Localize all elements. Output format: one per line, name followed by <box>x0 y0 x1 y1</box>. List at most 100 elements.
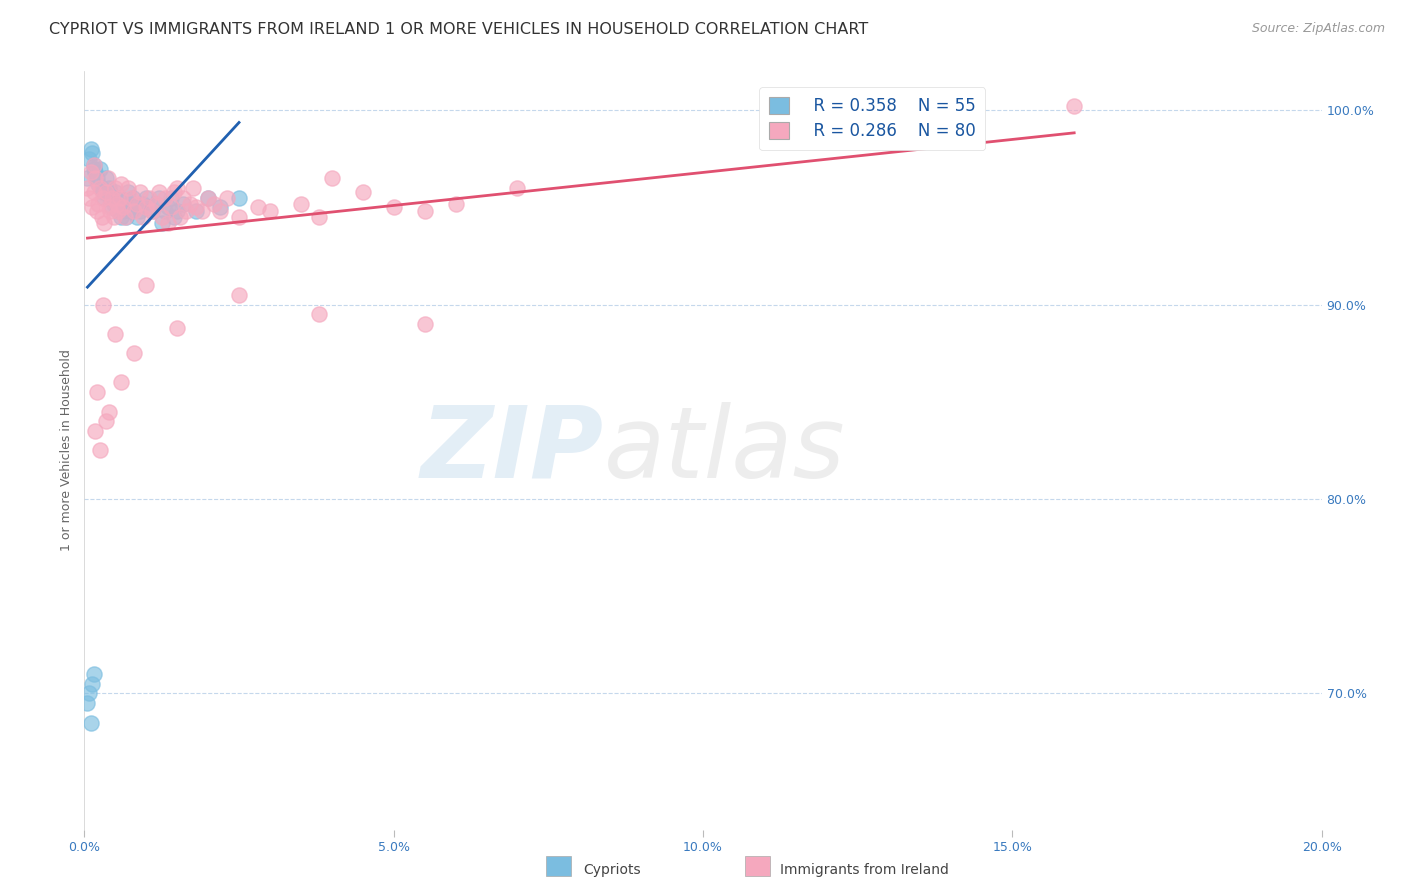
Point <box>91 191 114 205</box>
Point <box>84 165 107 179</box>
Bar <box>546 856 571 876</box>
Point <box>166 204 188 219</box>
Point <box>197 191 219 205</box>
Point <box>166 181 188 195</box>
Point <box>413 317 436 331</box>
Point <box>153 191 176 205</box>
Point <box>172 191 194 205</box>
Point <box>215 191 238 205</box>
Point <box>111 201 134 215</box>
Point <box>89 161 111 176</box>
Point <box>110 191 132 205</box>
Point <box>86 204 108 219</box>
Point <box>122 201 145 215</box>
Point <box>148 191 170 205</box>
Point <box>122 346 145 360</box>
Point <box>163 185 186 199</box>
Point <box>125 196 148 211</box>
Point <box>150 210 173 224</box>
Point <box>98 191 121 205</box>
Point <box>103 210 125 224</box>
Point <box>125 210 148 224</box>
Point <box>103 196 125 211</box>
Point <box>184 201 207 215</box>
Point <box>110 177 132 191</box>
Point <box>120 191 142 205</box>
Point <box>120 204 142 219</box>
Point <box>352 185 374 199</box>
Point <box>94 171 117 186</box>
Point <box>179 196 201 211</box>
Point <box>110 210 132 224</box>
Point <box>184 204 207 219</box>
Point <box>114 210 136 224</box>
Point <box>191 204 214 219</box>
Point <box>94 414 117 428</box>
Point <box>94 185 117 199</box>
Point <box>150 216 173 230</box>
Point <box>141 204 163 219</box>
Point <box>83 161 105 176</box>
Point <box>117 185 139 199</box>
Point <box>228 210 250 224</box>
Point <box>97 171 120 186</box>
Point <box>79 191 101 205</box>
Point <box>83 158 105 172</box>
Point <box>138 201 160 215</box>
Point <box>83 158 105 172</box>
Point <box>413 204 436 219</box>
Point <box>101 201 124 215</box>
Point <box>209 201 232 215</box>
Point <box>166 321 188 335</box>
Point <box>121 191 143 205</box>
Point <box>160 191 183 205</box>
Point <box>104 185 127 199</box>
Point <box>135 278 157 293</box>
Point <box>107 204 129 219</box>
Point <box>80 677 103 691</box>
Point <box>76 171 98 186</box>
Text: atlas: atlas <box>605 402 845 499</box>
Point <box>135 201 157 215</box>
Point <box>83 185 105 199</box>
Point <box>79 152 101 166</box>
Point <box>382 201 405 215</box>
Point <box>141 204 163 219</box>
Point <box>89 443 111 458</box>
Point <box>98 181 121 195</box>
Text: Cypriots: Cypriots <box>583 863 641 877</box>
Point <box>132 210 155 224</box>
Text: Immigrants from Ireland: Immigrants from Ireland <box>780 863 949 877</box>
Point <box>181 181 204 195</box>
Point <box>91 298 114 312</box>
Point <box>84 424 107 438</box>
Point <box>87 177 110 191</box>
Point <box>105 196 128 211</box>
Point <box>83 667 105 681</box>
Point <box>79 142 101 156</box>
Point <box>290 196 312 211</box>
Point <box>228 191 250 205</box>
Point <box>444 196 467 211</box>
Point <box>76 696 98 710</box>
Point <box>176 204 198 219</box>
Point <box>104 181 127 195</box>
Point <box>86 171 108 186</box>
Point <box>209 204 232 219</box>
Text: ZIP: ZIP <box>420 402 605 499</box>
Point <box>308 307 330 321</box>
Point <box>228 288 250 302</box>
Point <box>80 146 103 161</box>
Legend:   R = 0.358    N = 55,   R = 0.286    N = 80: R = 0.358 N = 55, R = 0.286 N = 80 <box>759 87 986 150</box>
Point <box>246 201 269 215</box>
Point <box>129 185 152 199</box>
Point <box>135 191 157 205</box>
Point <box>115 210 138 224</box>
Point <box>87 196 110 211</box>
Point <box>86 385 108 400</box>
Point <box>79 715 101 730</box>
Point <box>153 204 176 219</box>
Point <box>145 196 167 211</box>
Point <box>93 216 115 230</box>
Point <box>156 216 179 230</box>
